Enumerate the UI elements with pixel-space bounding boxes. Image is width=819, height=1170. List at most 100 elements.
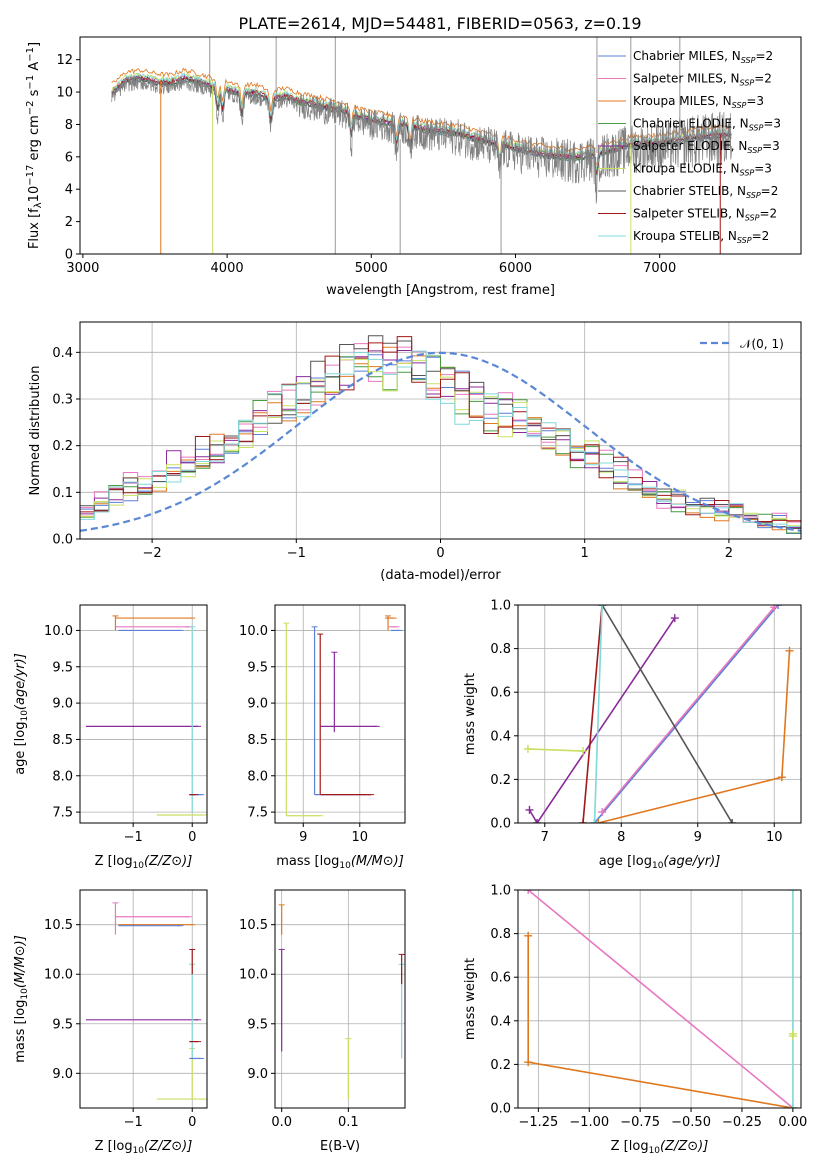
y-tick-label: 10.5 [239, 918, 268, 933]
y-tick-label: 9.5 [247, 1017, 268, 1032]
y-axis-label: Flux [fλ10−17 erg cm−2 s−1 A−1] [25, 42, 44, 249]
x-tick-label: 9 [694, 830, 702, 845]
y-tick-label: 0.0 [52, 533, 73, 548]
axes-frame [79, 36, 802, 255]
y-tick-label: 0.4 [490, 729, 511, 744]
x-tick-label: 7000 [643, 261, 676, 276]
legend-gaussian-label: 𝒩(0, 1) [740, 337, 784, 351]
axes-frame [79, 604, 208, 824]
x-axis-label: mass [log10(M/M⊙)] [276, 854, 404, 871]
y-tick-label: 12 [56, 53, 73, 68]
x-tick-label: 0.00 [778, 1115, 807, 1130]
x-tick-label: 10 [352, 830, 369, 845]
y-tick-label: 8.0 [52, 769, 73, 784]
age-mass-panel: 9 10 7.5 8.0 8.5 9.0 9.5 10.0 mass [log10(M/M⊙)] [239, 604, 406, 871]
residual-panel: −2 −1 0 1 2 0.0 0.1 0.2 0.3 0.4 (data-model)/error… [28, 321, 802, 583]
weight-age-panel: 7 8 9 10 0.0 0.2 0.4 0.6 0.8 1.0 age [log10(age/yr… [463, 599, 802, 871]
y-tick-label: 8.5 [247, 733, 268, 748]
axes-frame [517, 889, 802, 1109]
x-tick-label: 4000 [211, 261, 244, 276]
weight-metallicity-panel-plot-area [524, 890, 797, 1108]
x-axis-label: wavelength [Angstrom, rest frame] [326, 283, 555, 298]
weight-marker-2-1 [788, 890, 797, 894]
weight-marker-0-0 [524, 890, 533, 894]
x-axis-label: Z [log10(Z/Z⊙)] [611, 1139, 709, 1156]
y-tick-label: 8.0 [247, 769, 268, 784]
y-axis-label: mass weight [463, 673, 478, 755]
y-tick-label: 9.5 [52, 1017, 73, 1032]
x-tick-label: 6000 [499, 261, 532, 276]
legend-label-3: Chabrier ELODIE, NSSP=3 [633, 117, 781, 133]
y-tick-label: 0.0 [490, 1102, 511, 1117]
y-tick-label: 6 [65, 150, 73, 165]
axes-frame [517, 604, 802, 824]
weight-line-0 [527, 890, 794, 1108]
y-tick-label: 8 [65, 118, 73, 133]
x-tick-label: 0.1 [338, 1115, 359, 1130]
x-tick-label: 2 [725, 546, 733, 561]
y-tick-label: 7.5 [52, 806, 73, 821]
y-tick-label: 10.0 [44, 624, 73, 639]
y-tick-label: 9.0 [247, 1067, 268, 1082]
y-tick-label: 10.0 [239, 624, 268, 639]
spectrum-plot-area [111, 37, 732, 254]
weight-marker-4-0 [523, 744, 532, 753]
legend-label-0: Chabrier MILES, NSSP=2 [633, 49, 773, 65]
y-axis-label: Normed distribution [28, 366, 43, 496]
y-tick-label: 0.2 [490, 1058, 511, 1073]
axes-frame [274, 889, 406, 1109]
x-axis-label: E(B-V) [320, 1139, 360, 1154]
x-axis-label: Z [log10(Z/Z⊙)] [95, 1139, 193, 1156]
weight-marker-3-2 [670, 614, 679, 623]
y-tick-label: 1.0 [490, 599, 511, 614]
x-tick-label: −0.75 [620, 1115, 660, 1130]
x-tick-label: −2 [143, 546, 162, 561]
x-tick-label: 3000 [66, 261, 99, 276]
weight-line-5 [601, 605, 733, 823]
y-tick-label: 0.6 [490, 971, 511, 986]
legend: Chabrier MILES, NSSP=2 Salpeter MILES, NS… [598, 49, 781, 245]
y-tick-label: 9.0 [52, 697, 73, 712]
legend-label-8: Kroupa STELIB, NSSP=2 [633, 229, 769, 245]
weight-marker-5-1 [728, 819, 737, 823]
weight-marker-6-0 [579, 819, 588, 823]
y-tick-label: 0.3 [52, 393, 73, 408]
legend-label-5: Kroupa ELODIE, NSSP=3 [633, 162, 772, 178]
x-tick-label: −0.25 [722, 1115, 762, 1130]
weight-marker-2-1 [777, 773, 786, 782]
y-tick-label: 0.2 [52, 439, 73, 454]
x-tick-label: −1 [124, 830, 143, 845]
weight-marker-4-1 [579, 747, 588, 756]
y-axis-label: mass [log10(M/M⊙)] [13, 935, 30, 1063]
weight-age-panel-plot-area [523, 605, 794, 823]
weight-marker-1-1 [524, 1058, 533, 1067]
x-axis-label: Z [log10(Z/Z⊙)] [95, 854, 193, 871]
residual-hist-8 [80, 350, 801, 530]
legend-label-6: Chabrier STELIB, NSSP=2 [633, 184, 778, 200]
weight-marker-1-0 [598, 808, 607, 817]
weight-marker-7-0 [590, 819, 599, 823]
weight-line-6 [582, 605, 603, 823]
axes-frame [79, 889, 208, 1109]
legend-label-4: Salpeter ELODIE, NSSP=3 [633, 139, 780, 155]
weight-marker-3-1 [533, 819, 542, 823]
age-mass-panel-plot-area [283, 615, 403, 817]
weight-marker-3-0 [525, 805, 534, 814]
legend-label-2: Kroupa MILES, NSSP=3 [633, 94, 764, 110]
axes-frame [274, 604, 406, 824]
weight-marker-2-2 [785, 646, 794, 655]
weight-marker-1-0 [524, 931, 533, 940]
gaussian-curve [80, 351, 801, 532]
x-tick-label: −0.50 [671, 1115, 711, 1130]
y-tick-label: 0.8 [490, 927, 511, 942]
y-tick-label: 10.5 [44, 918, 73, 933]
x-tick-label: 0 [188, 1115, 196, 1130]
y-tick-label: 9.0 [247, 697, 268, 712]
weight-line-0 [593, 605, 779, 823]
x-tick-label: 7 [541, 830, 549, 845]
x-tick-label: 0.0 [271, 1115, 292, 1130]
y-tick-label: 0.8 [490, 642, 511, 657]
weight-line-1 [601, 606, 775, 813]
y-axis-label: mass weight [463, 958, 478, 1040]
weight-marker-2-0 [788, 1104, 797, 1108]
